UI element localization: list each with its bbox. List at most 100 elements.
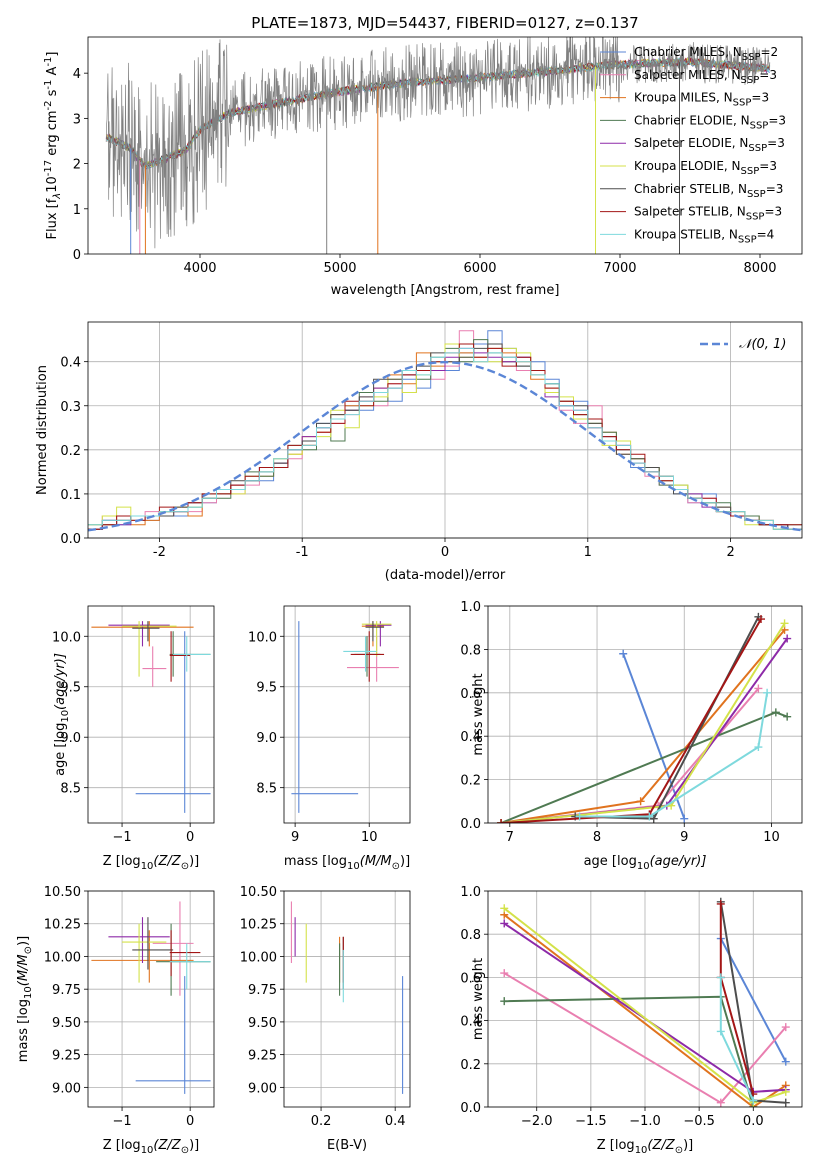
plot-area [91,621,211,813]
y-axis-label: mass weight [471,958,486,1040]
x-tick-label: −1.5 [575,1114,607,1129]
plot-area [291,621,399,813]
x-tick-label: 8000 [743,261,776,276]
plot-area [290,901,404,1094]
weight-marker [781,1087,790,1096]
y-axis-label: age [log10(age/yr)] [53,653,71,776]
y-axis-label: Normed distribution [35,365,50,495]
y-tick-label: 0.6 [460,971,481,986]
y-tick-label: 1 [73,203,81,218]
plot-area [105,37,771,254]
y-tick-label: 0.6 [460,687,481,702]
weight-marker [716,1027,725,1036]
weight-marker [645,812,654,821]
axes-frame [87,605,215,824]
panel-weight_vs_age: 7 8 9 10 0.0 0.2 0.4 0.6 0.8 1.0 age [log10(age/yr… [460,600,803,872]
weight-line [504,995,755,1107]
weight-marker [780,619,789,628]
weight-marker [680,814,689,823]
legend: Chabrier MILES, NSSP=2 Salpeter MILES, NS… [600,45,786,245]
axes-frame [87,890,215,1108]
x-tick-label: 9 [680,830,688,845]
y-tick-label: 9.00 [248,1081,277,1096]
x-tick-label: 0 [186,830,194,845]
weight-marker [716,1098,725,1107]
weight-marker [500,969,509,978]
data-spectrum [105,37,771,249]
y-tick-label: 8.5 [256,782,277,797]
y-tick-label: 9.75 [248,983,277,998]
weight-marker [754,743,763,752]
y-tick-label: 2 [73,158,81,173]
x-tick-label: -1 [296,545,309,560]
x-tick-label: 0 [186,1114,194,1129]
x-axis-label: E(B-V) [327,1138,367,1153]
x-axis-label: Z [log10(Z/Z⊙)] [103,1138,199,1156]
x-tick-label: 7000 [603,261,636,276]
y-tick-label: 10.0 [52,630,81,645]
y-tick-label: 10.50 [240,885,277,900]
weight-marker [497,819,506,823]
weight-marker [716,973,725,982]
legend-entry: Chabrier STELIB, NSSP=3 [634,182,783,200]
y-tick-label: 9.00 [52,1081,81,1096]
y-tick-label: 9.0 [256,731,277,746]
axes-frame [487,890,803,1108]
legend-entry: Salpeter MILES, NSSP=3 [634,68,777,86]
legend-entry: Kroupa ELODIE, NSSP=3 [634,159,777,177]
y-tick-label: 10.0 [248,630,277,645]
panel-mass_vs_ebv: 0.2 0.4 9.00 9.25 9.50 9.75 10.00 10.25 10.50 E(B… [240,885,411,1153]
y-tick-label: 0.8 [460,928,481,943]
plot-area [88,330,802,532]
y-tick-label: 8.5 [60,782,81,797]
y-tick-label: 0.0 [460,817,481,832]
axes-frame [487,605,803,824]
gaussian-curve [88,360,802,532]
x-tick-label: 0.2 [311,1114,332,1129]
y-tick-label: 9.50 [248,1016,277,1031]
x-tick-label: 0 [441,545,449,560]
y-tick-label: 0.0 [460,1101,481,1116]
weight-marker [749,1096,758,1105]
axes-frame [283,890,411,1108]
y-tick-label: 9.50 [52,1016,81,1031]
y-axis-label: Flux [fλ10-17 erg cm-2 s-1 A-1] [43,51,63,239]
y-tick-label: 1.0 [460,885,481,900]
x-tick-label: 10 [361,830,378,845]
y-tick-label: 0.4 [60,356,81,371]
x-tick-label: 7 [506,830,514,845]
weight-marker [500,919,509,928]
y-tick-label: 4 [73,67,81,82]
y-tick-label: 0.8 [460,643,481,658]
plot-area [91,901,211,1094]
x-axis-label: (data-model)/error [385,568,506,583]
legend-entry: Salpeter ELODIE, NSSP=3 [634,136,785,154]
page-title: PLATE=1873, MJD=54437, FIBERID=0127, z=0… [251,14,638,32]
y-tick-label: 9.5 [60,681,81,696]
x-tick-label: −2.0 [521,1114,553,1129]
panel-age_vs_Z: −1 0 8.5 9.0 9.5 10.0 Z [log10(Z/Z⊙)] age [log1… [52,605,215,872]
x-axis-label: age [log10(age/yr)] [584,854,707,872]
plot-area [500,897,790,1107]
panel-residuals: -2 -1 0 1 2 0.0 0.1 0.2 0.3 0.4 𝒩(0, 1) (data-model… [35,321,803,583]
x-axis-label: Z [log10(Z/Z⊙)] [103,854,199,872]
weight-marker [783,634,792,643]
weight-line [500,637,789,823]
x-tick-label: −0.5 [683,1114,715,1129]
legend-entry: Chabrier MILES, NSSP=2 [634,45,778,63]
y-tick-label: 10.50 [44,885,81,900]
weight-marker [781,1098,790,1107]
y-tick-label: 0.2 [60,444,81,459]
x-tick-label: 8 [593,830,601,845]
legend-entry: Salpeter STELIB, NSSP=3 [634,205,782,223]
x-tick-label: 2 [726,545,734,560]
x-tick-label: 0.0 [743,1114,764,1129]
weight-marker [754,684,763,693]
weight-marker [781,1023,790,1032]
weight-marker [757,615,766,624]
x-tick-label: 9 [291,830,299,845]
x-tick-label: 0.4 [385,1114,406,1129]
panel-spectrum: 4000 5000 6000 7000 8000 0 1 2 3 4 wavelength [Ang… [43,36,803,298]
weight-line [622,653,686,820]
